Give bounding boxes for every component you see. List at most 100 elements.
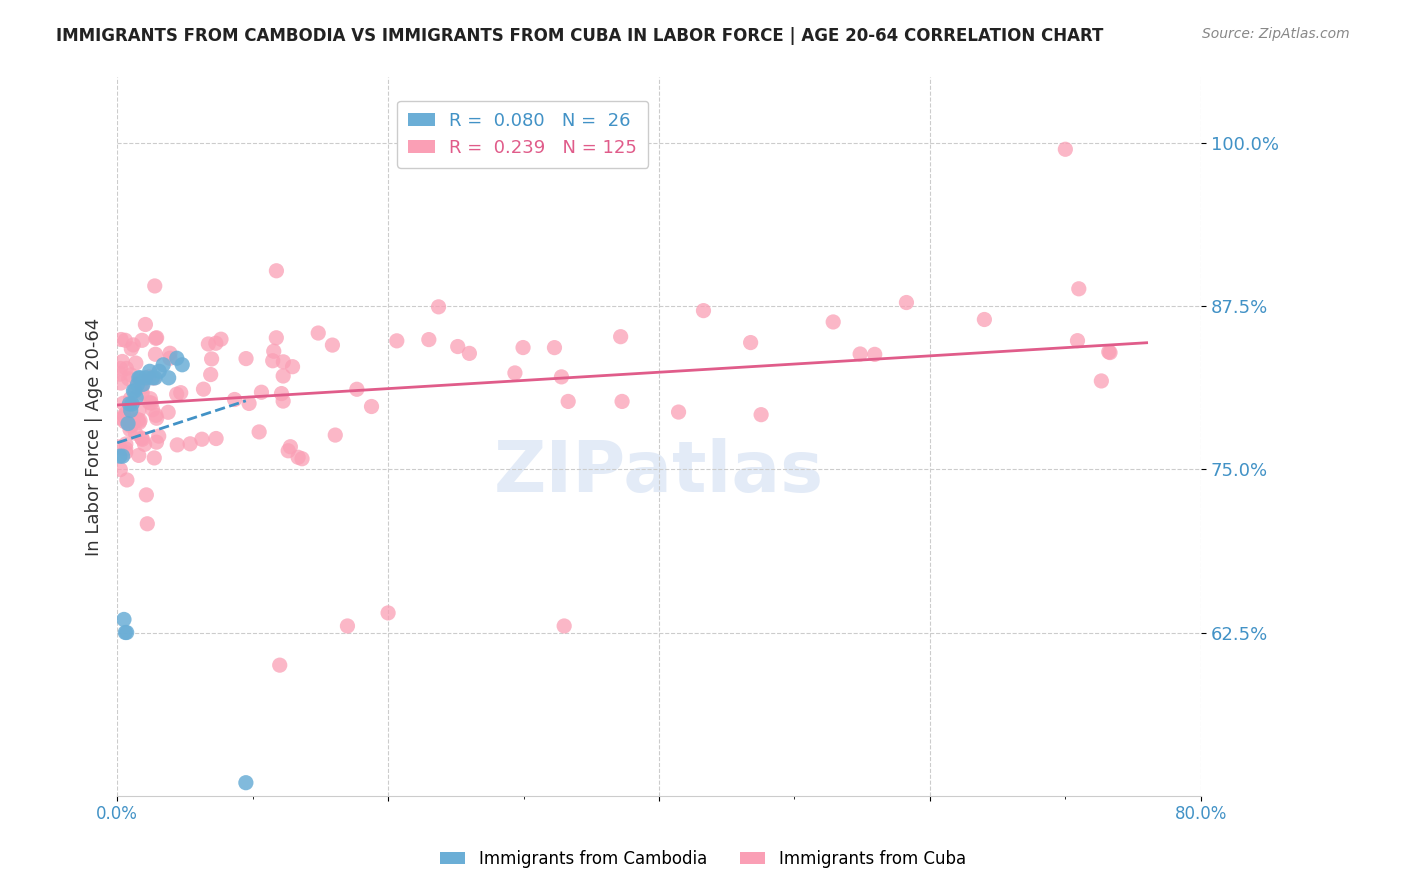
Point	[458, 346, 481, 360]
Point	[692, 303, 714, 318]
Point	[127, 377, 149, 392]
Point	[321, 338, 343, 352]
Point	[139, 392, 162, 406]
Point	[121, 397, 143, 411]
Point	[262, 353, 284, 368]
Point	[263, 344, 285, 359]
Point	[273, 355, 295, 369]
Point	[224, 392, 246, 407]
Point	[120, 418, 142, 433]
Point	[148, 429, 170, 443]
Point	[114, 333, 136, 347]
Point	[122, 338, 145, 352]
Point	[191, 432, 214, 446]
Point	[1067, 282, 1090, 296]
Point	[610, 394, 633, 409]
Point	[110, 462, 132, 476]
Point	[377, 606, 399, 620]
Point	[145, 331, 167, 345]
Point	[131, 432, 153, 446]
Point	[201, 351, 224, 366]
Point	[172, 358, 194, 372]
Point	[863, 347, 886, 361]
Point	[849, 347, 872, 361]
Point	[120, 403, 142, 417]
Point	[360, 400, 382, 414]
Point	[740, 335, 762, 350]
Point	[148, 364, 170, 378]
Point	[145, 331, 167, 345]
Point	[131, 431, 153, 445]
Point	[115, 361, 138, 376]
Point	[138, 370, 160, 384]
Point	[157, 371, 180, 385]
Point	[266, 264, 288, 278]
Point	[270, 386, 292, 401]
Point	[145, 411, 167, 425]
Point	[134, 318, 156, 332]
Point	[142, 371, 165, 385]
Point	[131, 334, 153, 348]
Point	[112, 612, 135, 626]
Point	[111, 354, 134, 368]
Point	[118, 397, 141, 411]
Point	[132, 377, 155, 392]
Point	[114, 437, 136, 451]
Point	[266, 331, 288, 345]
Point	[503, 366, 526, 380]
Point	[114, 625, 136, 640]
Point	[111, 411, 134, 425]
Point	[118, 372, 141, 386]
Point	[112, 409, 135, 423]
Point	[108, 449, 131, 463]
Point	[609, 329, 631, 343]
Point	[118, 396, 141, 410]
Y-axis label: In Labor Force | Age 20-64: In Labor Force | Age 20-64	[86, 318, 103, 556]
Point	[143, 450, 166, 465]
Point	[166, 438, 188, 452]
Point	[204, 336, 226, 351]
Point	[120, 368, 142, 382]
Text: Source: ZipAtlas.com: Source: ZipAtlas.com	[1202, 27, 1350, 41]
Point	[110, 376, 132, 390]
Point	[145, 409, 167, 423]
Point	[128, 449, 150, 463]
Text: IMMIGRANTS FROM CAMBODIA VS IMMIGRANTS FROM CUBA IN LABOR FORCE | AGE 20-64 CORR: IMMIGRANTS FROM CAMBODIA VS IMMIGRANTS F…	[56, 27, 1104, 45]
Point	[307, 326, 329, 340]
Point	[896, 295, 918, 310]
Point	[271, 394, 294, 409]
Point	[280, 440, 302, 454]
Point	[143, 279, 166, 293]
Point	[557, 394, 579, 409]
Point	[122, 384, 145, 398]
Point	[120, 392, 142, 406]
Point	[138, 364, 160, 378]
Point	[129, 413, 152, 427]
Text: ZIPatlas: ZIPatlas	[494, 438, 824, 507]
Point	[110, 361, 132, 376]
Point	[135, 371, 157, 385]
Point	[131, 374, 153, 388]
Point	[668, 405, 690, 419]
Point	[152, 358, 174, 372]
Point	[125, 356, 148, 370]
Point	[166, 387, 188, 401]
Point	[135, 488, 157, 502]
Point	[197, 337, 219, 351]
Point	[159, 346, 181, 360]
Point	[281, 359, 304, 374]
Point	[170, 385, 193, 400]
Point	[138, 395, 160, 409]
Point	[179, 437, 201, 451]
Point	[131, 385, 153, 400]
Point	[141, 371, 163, 385]
Point	[117, 417, 139, 431]
Point	[143, 371, 166, 385]
Point	[209, 332, 232, 346]
Point	[145, 435, 167, 450]
Point	[127, 412, 149, 426]
Point	[129, 371, 152, 385]
Point	[418, 333, 440, 347]
Point	[145, 347, 167, 361]
Point	[385, 334, 408, 348]
